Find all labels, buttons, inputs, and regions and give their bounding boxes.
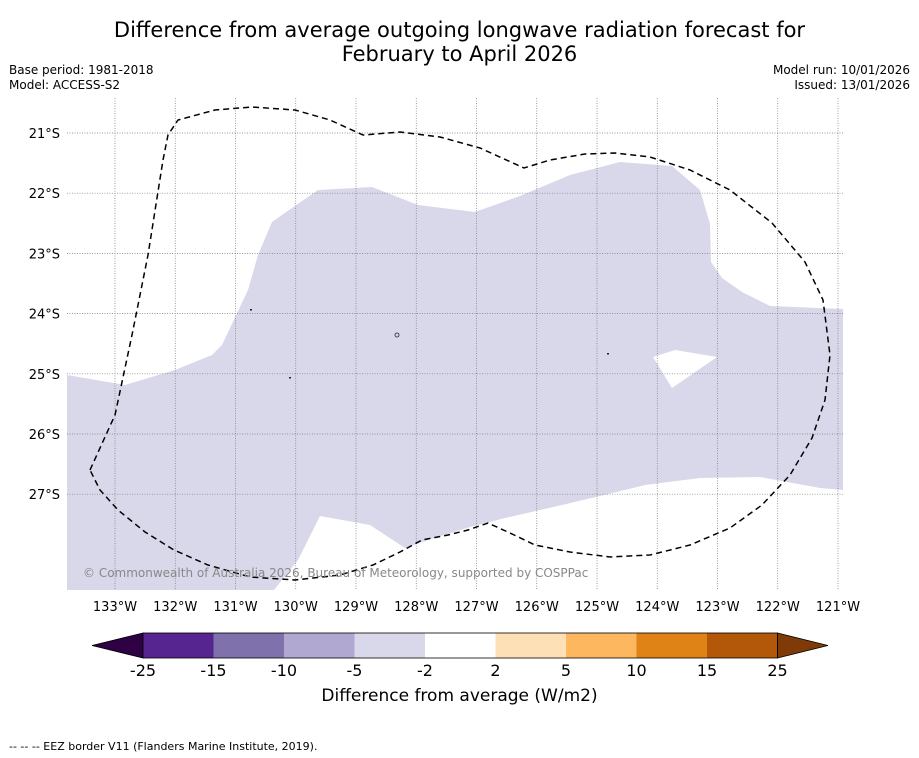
issued-date: Issued: 13/01/2026 [794,78,910,92]
copyright-notice: © Commonwealth of Australia 2026, Bureau… [83,566,588,580]
longitude-label: 124°W [635,600,679,615]
metadata-right: Model run: 10/01/2026 Issued: 13/01/2026 [773,63,910,93]
longitude-label: 131°W [213,600,257,615]
latitude-label: 26°S [29,428,60,443]
longitude-label: 121°W [816,600,860,615]
longitude-label: 126°W [515,600,559,615]
colorbar-tick: -5 [347,661,363,680]
latitude-label: 23°S [29,247,60,262]
latitude-label: 24°S [29,308,60,323]
colorbar-tick-labels: -25 -15 -10 -5 -2 2 5 10 15 25 [130,661,788,680]
colorbar-segment [425,633,496,658]
colorbar-tick: -25 [130,661,156,680]
latitude-label: 21°S [29,127,60,142]
colorbar-outline [142,632,778,659]
longitude-label: 133°W [93,600,137,615]
colorbar-tick: -15 [200,661,226,680]
eez-legend-note: -- -- -- EEZ border V11 (Flanders Marine… [9,740,318,753]
colorbar-title: Difference from average (W/m2) [321,686,598,706]
latitude-label: 27°S [29,488,60,503]
base-period: Base period: 1981-2018 [9,63,154,77]
colorbar-tick: -10 [271,661,297,680]
longitude-label: 127°W [454,600,498,615]
model-name: Model: ACCESS-S2 [9,78,121,92]
eez-border [89,106,831,581]
colorbar-tick: 2 [490,661,500,680]
colorbar-tick: 5 [561,661,571,680]
latitude-label: 22°S [29,187,60,202]
graticule [67,98,843,590]
title-line-1: Difference from average outgoing longwav… [113,18,806,42]
colorbar-segment [566,633,637,658]
colorbar-segment [213,633,284,658]
colorbar-tick: 15 [697,661,717,680]
colorbar-low-extend [91,632,144,659]
latitude-label: 25°S [29,368,60,383]
speckle [289,377,291,379]
map-title: Difference from average outgoing longwav… [0,18,919,66]
longitude-label: 122°W [756,600,800,615]
colorbar-segment [354,633,425,658]
longitude-label: 125°W [575,600,619,615]
longitude-labels: 133°W 132°W 131°W 130°W 129°W 128°W 127°W 126°W… [93,600,860,615]
speckle [250,309,252,311]
latitude-labels: 21°S 22°S 23°S 24°S 25°S 26°S 27°S [29,127,60,503]
speckle [394,332,400,338]
longitude-label: 132°W [153,600,197,615]
longitude-label: 123°W [695,600,739,615]
anomaly-region [67,162,843,590]
colorbar-segment [636,633,707,658]
speckle [607,353,609,355]
colorbar-segment [143,633,214,658]
metadata-left: Base period: 1981-2018 Model: ACCESS-S2 [9,63,154,93]
longitude-label: 130°W [274,600,318,615]
model-run: Model run: 10/01/2026 [772,63,910,77]
longitude-label: 128°W [394,600,438,615]
colorbar-tick: 10 [626,661,646,680]
colorbar-tick: 25 [767,661,787,680]
colorbar [91,632,829,659]
anomaly-speckles [250,309,609,379]
colorbar-segment [707,633,778,658]
colorbar-segment [495,633,566,658]
title-line-2: February to April 2026 [341,42,578,66]
colorbar-segment [284,633,355,658]
colorbar-high-extend [777,632,829,659]
longitude-label: 129°W [334,600,378,615]
colorbar-tick: -2 [417,661,433,680]
